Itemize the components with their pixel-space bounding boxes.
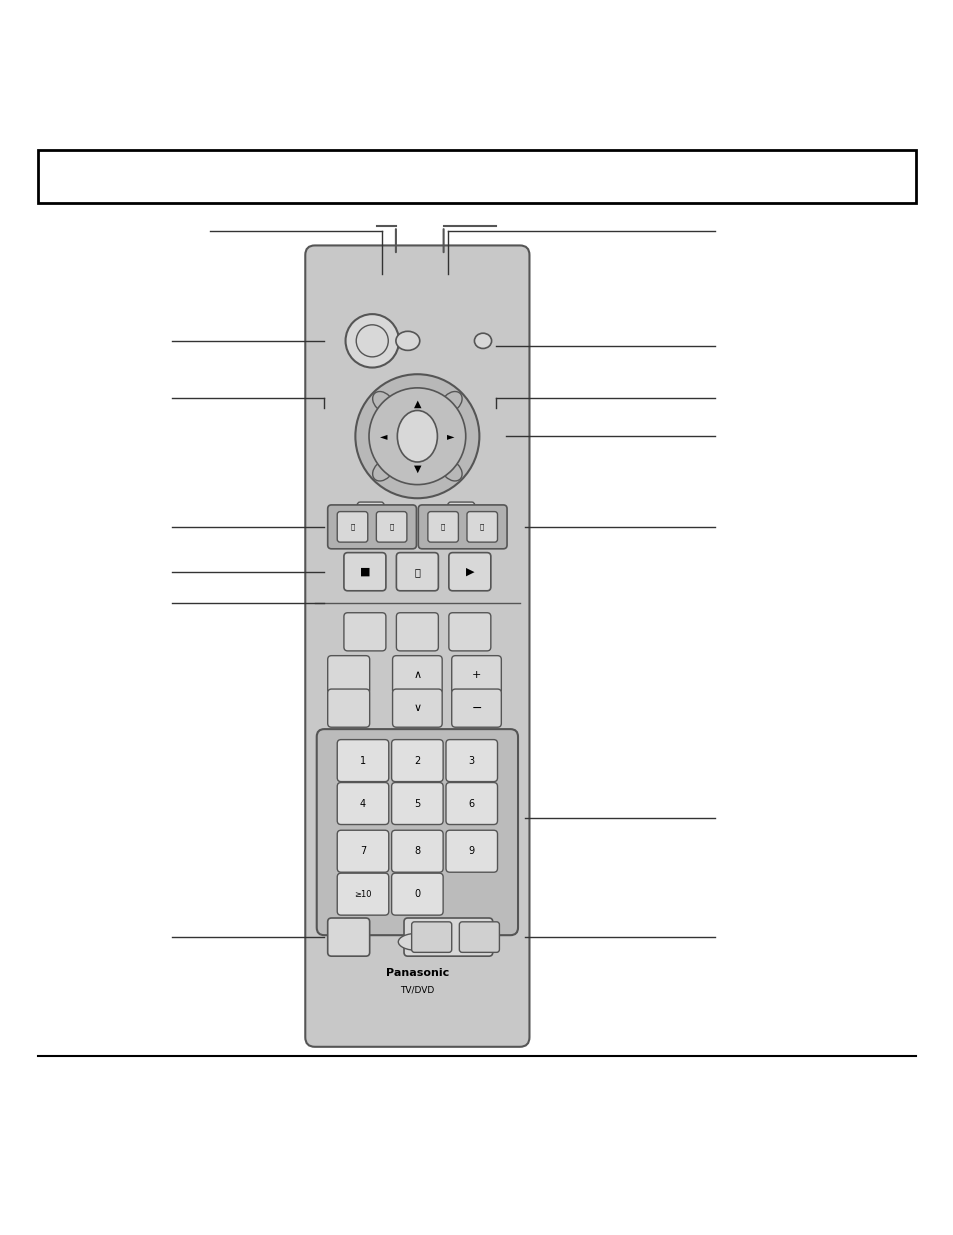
Ellipse shape xyxy=(373,461,393,480)
FancyBboxPatch shape xyxy=(328,656,369,694)
FancyBboxPatch shape xyxy=(417,505,507,548)
FancyBboxPatch shape xyxy=(452,689,500,727)
Ellipse shape xyxy=(373,391,393,412)
FancyBboxPatch shape xyxy=(392,656,441,694)
FancyBboxPatch shape xyxy=(445,740,497,782)
Ellipse shape xyxy=(441,461,461,480)
Circle shape xyxy=(355,325,388,357)
Text: ∨: ∨ xyxy=(413,703,421,713)
Text: ⏭: ⏭ xyxy=(389,524,394,530)
Text: 7: 7 xyxy=(359,846,366,856)
Text: 3: 3 xyxy=(468,756,475,766)
FancyBboxPatch shape xyxy=(427,511,458,542)
FancyBboxPatch shape xyxy=(396,552,437,590)
FancyBboxPatch shape xyxy=(396,613,437,651)
Text: ■: ■ xyxy=(359,567,370,577)
FancyBboxPatch shape xyxy=(343,613,385,651)
FancyBboxPatch shape xyxy=(336,511,367,542)
Text: ⏪: ⏪ xyxy=(440,524,445,530)
Text: ⏸: ⏸ xyxy=(414,567,420,577)
FancyBboxPatch shape xyxy=(404,918,492,956)
FancyBboxPatch shape xyxy=(343,552,385,590)
Ellipse shape xyxy=(474,333,491,348)
FancyBboxPatch shape xyxy=(305,246,529,1047)
FancyBboxPatch shape xyxy=(356,503,383,525)
FancyBboxPatch shape xyxy=(391,783,442,825)
FancyBboxPatch shape xyxy=(445,830,497,872)
FancyBboxPatch shape xyxy=(336,740,389,782)
Text: 2: 2 xyxy=(414,756,420,766)
FancyBboxPatch shape xyxy=(412,921,452,952)
FancyBboxPatch shape xyxy=(328,689,369,727)
FancyBboxPatch shape xyxy=(336,783,389,825)
Text: 6: 6 xyxy=(468,799,475,809)
Circle shape xyxy=(345,314,398,368)
Text: 4: 4 xyxy=(359,799,366,809)
Circle shape xyxy=(355,374,478,498)
FancyBboxPatch shape xyxy=(458,921,499,952)
Text: −: − xyxy=(471,701,481,715)
FancyBboxPatch shape xyxy=(328,505,416,548)
Text: +: + xyxy=(472,669,480,679)
FancyBboxPatch shape xyxy=(391,873,442,915)
FancyBboxPatch shape xyxy=(316,729,517,935)
Text: ≥10: ≥10 xyxy=(354,889,372,899)
Text: 1: 1 xyxy=(359,756,366,766)
FancyBboxPatch shape xyxy=(392,689,441,727)
FancyBboxPatch shape xyxy=(448,503,475,525)
FancyBboxPatch shape xyxy=(38,149,915,203)
FancyBboxPatch shape xyxy=(336,873,389,915)
Text: 5: 5 xyxy=(414,799,420,809)
Text: Panasonic: Panasonic xyxy=(385,968,449,978)
Ellipse shape xyxy=(441,391,461,412)
FancyBboxPatch shape xyxy=(336,830,389,872)
Ellipse shape xyxy=(398,934,436,951)
Text: 9: 9 xyxy=(468,846,475,856)
FancyBboxPatch shape xyxy=(448,552,490,590)
Text: ⏮: ⏮ xyxy=(350,524,355,530)
Text: ▲: ▲ xyxy=(414,399,420,409)
Text: ⏩: ⏩ xyxy=(479,524,484,530)
Text: TV/DVD: TV/DVD xyxy=(400,986,434,994)
Text: ►: ► xyxy=(447,431,455,441)
Ellipse shape xyxy=(395,331,419,351)
FancyBboxPatch shape xyxy=(448,613,490,651)
FancyBboxPatch shape xyxy=(375,511,406,542)
FancyBboxPatch shape xyxy=(467,511,497,542)
Circle shape xyxy=(369,388,465,484)
Text: ◄: ◄ xyxy=(379,431,387,441)
Text: ▼: ▼ xyxy=(414,463,420,473)
FancyBboxPatch shape xyxy=(452,656,500,694)
Text: 8: 8 xyxy=(414,846,420,856)
Text: 0: 0 xyxy=(414,889,420,899)
Ellipse shape xyxy=(396,410,436,462)
Text: ▶: ▶ xyxy=(465,567,474,577)
FancyBboxPatch shape xyxy=(391,740,442,782)
FancyBboxPatch shape xyxy=(328,918,369,956)
FancyBboxPatch shape xyxy=(445,783,497,825)
FancyBboxPatch shape xyxy=(391,830,442,872)
Text: ∧: ∧ xyxy=(413,669,421,679)
